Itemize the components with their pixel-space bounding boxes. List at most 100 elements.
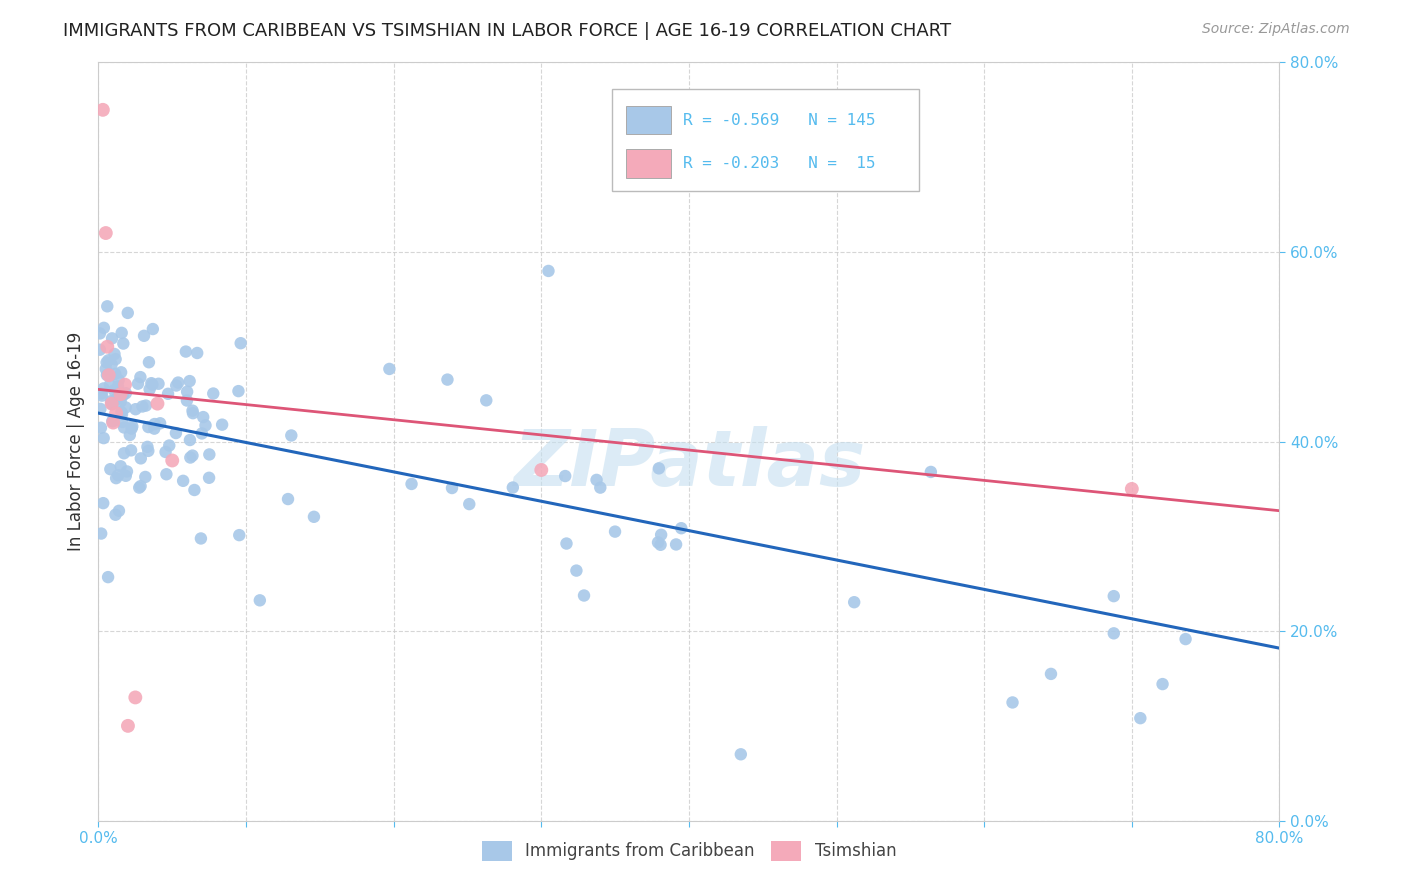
Point — [671, 521, 693, 535]
Point — [110, 459, 132, 474]
Point — [138, 420, 160, 434]
Point — [91, 496, 114, 510]
Point — [555, 536, 578, 550]
Point — [98, 462, 121, 476]
Point — [647, 535, 669, 549]
Point — [124, 690, 146, 705]
Point — [138, 382, 160, 396]
Point — [198, 447, 221, 461]
Point — [129, 370, 152, 384]
Text: IMMIGRANTS FROM CARIBBEAN VS TSIMSHIAN IN LABOR FORCE | AGE 16-19 CORRELATION CH: IMMIGRANTS FROM CARIBBEAN VS TSIMSHIAN I… — [63, 22, 952, 40]
Point — [94, 362, 117, 376]
Point — [280, 428, 302, 442]
Point — [111, 388, 134, 402]
Point — [114, 377, 136, 392]
Point — [165, 378, 187, 392]
Point — [112, 420, 135, 434]
Point — [136, 440, 159, 454]
Point — [229, 336, 252, 351]
Point — [138, 355, 160, 369]
Point — [1102, 626, 1125, 640]
Point — [97, 368, 120, 383]
Point — [249, 593, 271, 607]
Point — [121, 422, 143, 436]
Point — [104, 508, 127, 522]
Point — [179, 374, 201, 388]
Point — [103, 416, 125, 430]
Point — [91, 389, 114, 403]
Point — [181, 449, 204, 463]
Point — [97, 570, 120, 584]
Point — [89, 343, 111, 357]
Point — [162, 453, 183, 467]
Point — [127, 376, 149, 391]
Point — [128, 481, 150, 495]
Point — [117, 719, 139, 733]
Point — [1152, 677, 1174, 691]
Point — [458, 497, 481, 511]
Point — [228, 384, 250, 398]
Text: R = -0.569   N = 145: R = -0.569 N = 145 — [683, 112, 876, 128]
Point — [100, 358, 122, 372]
Point — [129, 479, 152, 493]
Point — [111, 326, 134, 340]
Point — [96, 340, 118, 354]
Point — [103, 384, 125, 398]
Point — [124, 402, 146, 417]
Point — [115, 386, 138, 401]
Point — [136, 443, 159, 458]
Point — [302, 509, 325, 524]
Point — [537, 264, 560, 278]
Point — [1174, 632, 1197, 646]
Point — [554, 469, 576, 483]
Point — [1001, 695, 1024, 709]
Point — [277, 491, 299, 506]
Point — [131, 400, 153, 414]
Y-axis label: In Labor Force | Age 16-19: In Labor Force | Age 16-19 — [66, 332, 84, 551]
Point — [107, 392, 129, 406]
Point — [665, 537, 688, 551]
Text: R = -0.203   N =  15: R = -0.203 N = 15 — [683, 156, 876, 170]
Point — [1129, 711, 1152, 725]
Point — [91, 103, 114, 117]
Point — [565, 564, 588, 578]
Point — [211, 417, 233, 432]
Point — [96, 355, 118, 369]
Point — [1039, 666, 1062, 681]
Point — [101, 414, 124, 428]
Point — [179, 450, 201, 465]
Point — [436, 373, 458, 387]
Point — [110, 387, 132, 401]
Point — [183, 483, 205, 497]
Point — [179, 433, 201, 447]
Point — [172, 474, 194, 488]
Point — [167, 376, 190, 390]
Point — [143, 417, 166, 431]
Point — [108, 504, 131, 518]
Point — [142, 322, 165, 336]
Point — [157, 386, 180, 401]
Point — [475, 393, 498, 408]
Point — [103, 347, 125, 361]
Point — [650, 538, 672, 552]
Point — [100, 394, 122, 409]
Point — [108, 388, 131, 402]
Point — [111, 415, 134, 429]
Point — [530, 463, 553, 477]
Point — [93, 431, 115, 445]
Point — [1102, 589, 1125, 603]
Point — [502, 481, 524, 495]
Point — [648, 461, 671, 475]
Point — [114, 401, 136, 415]
Point — [101, 397, 124, 411]
Point — [110, 405, 132, 419]
Point — [111, 407, 134, 421]
Point — [202, 386, 225, 401]
Point — [198, 471, 221, 485]
Point — [107, 379, 129, 393]
Point — [112, 446, 135, 460]
Point — [105, 406, 128, 420]
Point — [121, 419, 143, 434]
Point — [105, 471, 128, 485]
Point — [920, 465, 942, 479]
